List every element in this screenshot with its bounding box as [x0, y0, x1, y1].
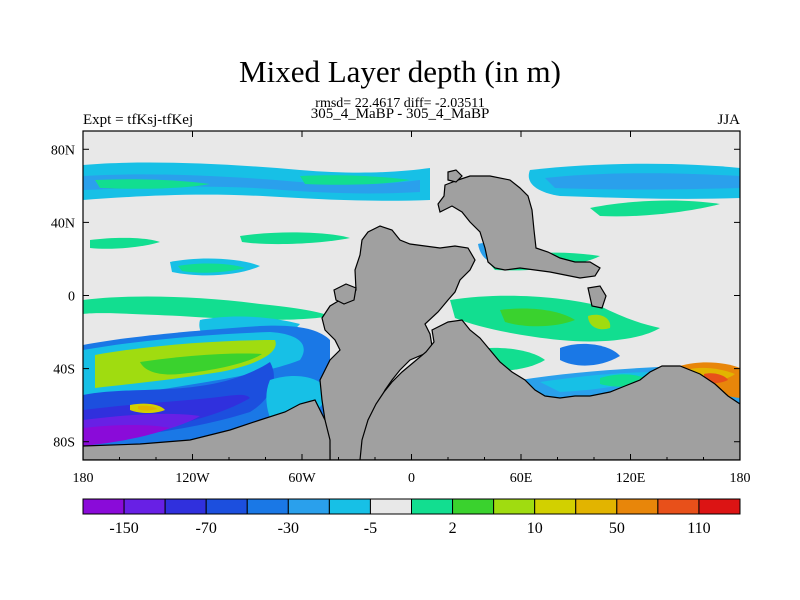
- colorbar-box: [616, 498, 659, 515]
- land-mass: [319, 225, 476, 460]
- contour-region: [300, 175, 410, 185]
- colorbar-box: [205, 498, 248, 515]
- colorbar-box: [246, 498, 289, 515]
- colorbar-label: -150: [109, 520, 138, 537]
- x-tick-label: 60E: [510, 471, 533, 486]
- contour-region: [560, 343, 620, 366]
- colorbar-label: 10: [527, 520, 543, 537]
- colorbar-box: [534, 498, 577, 515]
- experiment-label: Expt = tfKsj-tfKej: [83, 112, 194, 128]
- colorbar-box: [493, 498, 536, 515]
- colorbar-box: [82, 498, 125, 515]
- x-tick-label: 180: [730, 471, 751, 486]
- colorbar-label: 2: [449, 520, 457, 537]
- y-tick-label: 40N: [51, 216, 75, 231]
- colorbar-label: 110: [687, 520, 710, 537]
- x-tick-label: 0: [408, 471, 415, 486]
- colorbar-box: [287, 498, 330, 515]
- land-mass: [437, 175, 601, 279]
- land-mass: [333, 283, 357, 305]
- season-label: JJA: [717, 112, 740, 128]
- y-tick-label: 80S: [53, 436, 75, 451]
- colorbar-box: [575, 498, 618, 515]
- colorbar-box: [698, 498, 741, 515]
- colorbar-box: [164, 498, 207, 515]
- contour-region: [83, 174, 420, 194]
- contour-region: [83, 296, 330, 320]
- colorbar-box: [452, 498, 495, 515]
- y-tick-label: 0: [68, 290, 75, 305]
- land-mass: [587, 285, 607, 309]
- x-tick-label: 120W: [175, 471, 210, 486]
- stats-line: rmsd= 22.4617 diff= -2.03511: [315, 96, 485, 111]
- colorbar-label: -5: [364, 520, 377, 537]
- colorbar-label: -70: [196, 520, 217, 537]
- map-field: [83, 131, 740, 460]
- land-mass: [447, 169, 463, 183]
- x-tick-label: 60W: [288, 471, 316, 486]
- x-tick-label: 120E: [616, 471, 646, 486]
- contour-region: [545, 173, 740, 190]
- y-tick-label: 80N: [51, 143, 75, 158]
- axis-ticks: 180 120W 60W 0 60E 120E 180 80N 40N 0 40S 80S: [51, 131, 751, 486]
- contour-region: [140, 353, 262, 375]
- colorbar-box: [123, 498, 166, 515]
- colorbar-box: [657, 498, 700, 515]
- contour-region: [178, 263, 245, 273]
- colorbar-box: [411, 498, 454, 515]
- x-tick-label: 180: [73, 471, 94, 486]
- colorbar-box: [369, 498, 412, 515]
- colorbar-box: [328, 498, 371, 515]
- contour-region: [590, 200, 720, 217]
- colorbar: -150 -70 -30 -5 2 10 50 110: [82, 498, 741, 537]
- contour-region: [240, 232, 350, 245]
- contour-region: [83, 425, 170, 446]
- contour-region: [500, 308, 575, 327]
- contour-region: [95, 179, 210, 189]
- contour-region: [588, 314, 611, 330]
- colorbar-label: 50: [609, 520, 625, 537]
- chart-title: Mixed Layer depth (in m): [239, 54, 561, 89]
- contour-region: [138, 405, 157, 411]
- colorbar-label: -30: [278, 520, 299, 537]
- chart-subtitle: 305_4_MaBP - 305_4_MaBP: [310, 106, 490, 122]
- y-tick-label: 40S: [53, 363, 75, 378]
- contour-region: [90, 237, 160, 249]
- land-mass: [359, 319, 740, 460]
- land-mass: [83, 399, 331, 460]
